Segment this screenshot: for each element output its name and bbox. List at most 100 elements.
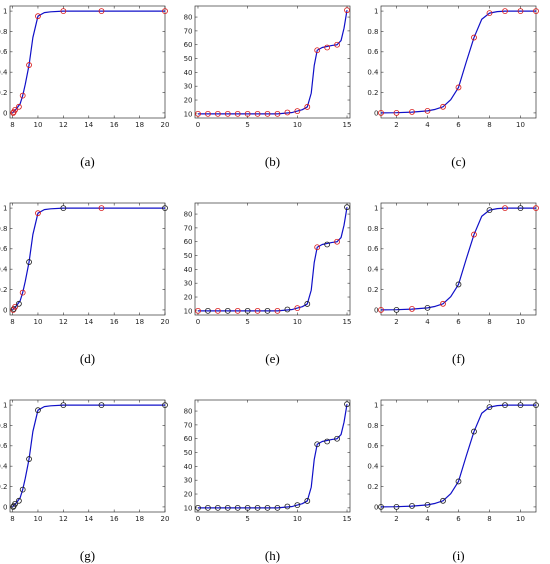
panel-label: (h) — [265, 548, 280, 563]
y-tick-label: 60 — [184, 41, 193, 49]
x-tick-label: 14 — [84, 121, 93, 129]
data-point-marker — [10, 307, 17, 313]
data-point-marker — [517, 8, 524, 14]
x-tick-label: 12 — [59, 515, 68, 523]
data-point-marker — [264, 307, 271, 314]
data-point-marker — [334, 238, 340, 245]
x-tick-label: 16 — [110, 318, 119, 326]
x-tick-label: 20 — [161, 515, 170, 523]
data-point-marker — [334, 435, 340, 442]
axes-frame — [9, 5, 166, 119]
y-tick-label: 30 — [184, 83, 193, 91]
data-point-marker — [224, 110, 231, 117]
x-tick-label: 14 — [84, 318, 93, 326]
y-tick-label: 70 — [184, 224, 193, 232]
panel-label: (a) — [80, 154, 94, 169]
panel-label: (d) — [80, 351, 95, 366]
x-tick-label: 10 — [293, 121, 302, 129]
data-point-marker — [35, 13, 41, 20]
data-point-marker — [35, 407, 41, 414]
data-point-marker — [10, 504, 17, 510]
data-point-marker — [60, 402, 67, 408]
y-tick-label: 0 — [374, 109, 378, 117]
data-point-marker — [424, 501, 431, 508]
data-point-marker — [378, 307, 384, 313]
x-tick-label: 10 — [293, 318, 302, 326]
data-point-marker — [224, 504, 231, 511]
data-point-marker — [455, 84, 462, 91]
y-tick-label: 70 — [184, 421, 193, 429]
panel-f: 2 4 6 8 10 0 0.2 0.4 0.6 0.8 1 (f) — [367, 202, 539, 366]
data-point-marker — [393, 504, 400, 510]
x-tick-label: 8 — [487, 121, 491, 129]
x-tick-label: 2 — [394, 515, 398, 523]
x-tick-label: 4 — [425, 121, 430, 129]
data-point-marker — [205, 110, 211, 117]
y-tick-label: 0.6 — [367, 245, 379, 253]
data-point-marker — [98, 205, 105, 211]
data-point-marker — [195, 110, 201, 117]
data-point-marker — [234, 110, 241, 117]
y-tick-label: 1 — [374, 7, 378, 15]
data-point-marker — [517, 205, 524, 211]
data-point-marker — [264, 504, 271, 511]
fit-curve-line — [380, 10, 536, 114]
x-tick-label: 12 — [59, 121, 68, 129]
data-point-marker — [378, 110, 384, 116]
panel-h: 0 5 10 15 10 20 30 40 50 60 70 80 (h) — [184, 399, 352, 563]
data-point-marker — [205, 307, 211, 314]
y-tick-label: 0.4 — [367, 266, 379, 274]
fit-curve-line — [12, 404, 165, 508]
data-point-marker — [284, 109, 291, 116]
data-point-marker — [162, 8, 168, 14]
fit-curve-line — [12, 207, 165, 311]
x-tick-label: 6 — [456, 318, 461, 326]
data-point-marker — [244, 307, 251, 314]
x-tick-label: 4 — [425, 515, 430, 523]
y-tick-label: 0.2 — [0, 483, 8, 491]
data-point-marker — [440, 300, 446, 307]
x-tick-label: 15 — [343, 121, 352, 129]
y-tick-label: 0.4 — [0, 463, 8, 471]
y-tick-label: 1 — [374, 204, 378, 212]
data-point-marker — [533, 205, 539, 211]
panel-label: (b) — [265, 154, 280, 169]
panel-a: 8 10 12 14 16 18 20 0 0.2 0.4 0.6 0.8 1 (a) — [0, 5, 170, 169]
data-point-marker — [19, 92, 26, 99]
y-tick-label: 40 — [184, 266, 193, 274]
data-point-marker — [304, 301, 311, 307]
data-point-marker — [234, 504, 241, 511]
data-point-marker — [274, 110, 281, 117]
data-point-marker — [224, 307, 231, 314]
y-tick-label: 0 — [3, 109, 7, 117]
x-tick-label: 8 — [487, 515, 491, 523]
x-tick-label: 8 — [10, 515, 14, 523]
x-tick-label: 20 — [161, 121, 170, 129]
x-tick-label: 15 — [343, 515, 352, 523]
x-tick-label: 10 — [33, 121, 42, 129]
data-point-marker — [98, 402, 105, 408]
y-tick-label: 60 — [184, 238, 193, 246]
y-tick-label: 80 — [184, 13, 193, 21]
axes-frame — [9, 202, 166, 316]
data-point-marker — [533, 8, 539, 14]
data-point-marker — [393, 110, 400, 116]
y-tick-label: 0 — [3, 503, 7, 511]
data-point-marker — [234, 307, 241, 314]
data-point-marker — [334, 41, 340, 48]
data-point-marker — [12, 500, 18, 507]
y-tick-label: 0.4 — [367, 463, 379, 471]
fit-curve-line — [197, 10, 348, 115]
y-tick-label: 80 — [184, 210, 193, 218]
y-tick-label: 0.8 — [0, 225, 8, 233]
data-point-marker — [214, 504, 221, 511]
data-point-marker — [244, 110, 251, 117]
x-tick-label: 10 — [516, 515, 525, 523]
y-tick-label: 60 — [184, 435, 193, 443]
data-point-marker — [12, 106, 18, 113]
y-tick-label: 20 — [184, 490, 193, 498]
data-point-marker — [440, 497, 446, 504]
y-tick-label: 50 — [184, 55, 193, 63]
data-point-marker — [455, 478, 462, 485]
